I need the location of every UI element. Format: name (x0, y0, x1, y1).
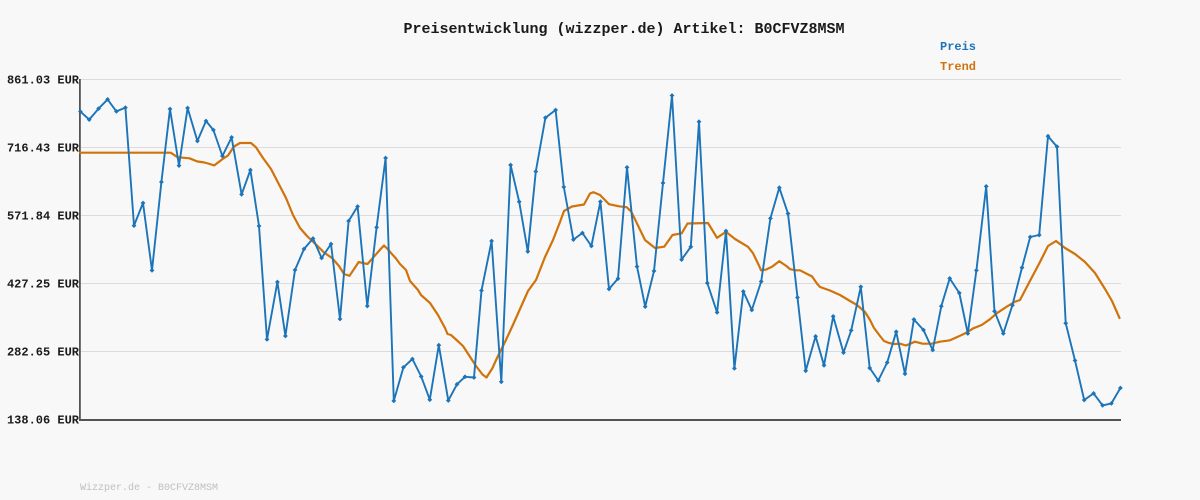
svg-text:Preisentwicklung (wizzper.de): Preisentwicklung (wizzper.de) Artikel: B… (403, 21, 844, 38)
svg-text:282.65 EUR: 282.65 EUR (7, 346, 80, 360)
svg-text:Trend: Trend (940, 60, 976, 74)
svg-text:Wizzper.de - B0CFVZ8MSM: Wizzper.de - B0CFVZ8MSM (80, 482, 218, 494)
svg-text:427.25 EUR: 427.25 EUR (7, 278, 80, 292)
svg-text:716.43 EUR: 716.43 EUR (7, 142, 80, 156)
svg-text:138.06 EUR: 138.06 EUR (7, 414, 80, 428)
svg-text:571.84 EUR: 571.84 EUR (7, 210, 80, 224)
svg-text:861.03 EUR: 861.03 EUR (7, 74, 80, 88)
svg-text:Preis: Preis (940, 40, 976, 54)
